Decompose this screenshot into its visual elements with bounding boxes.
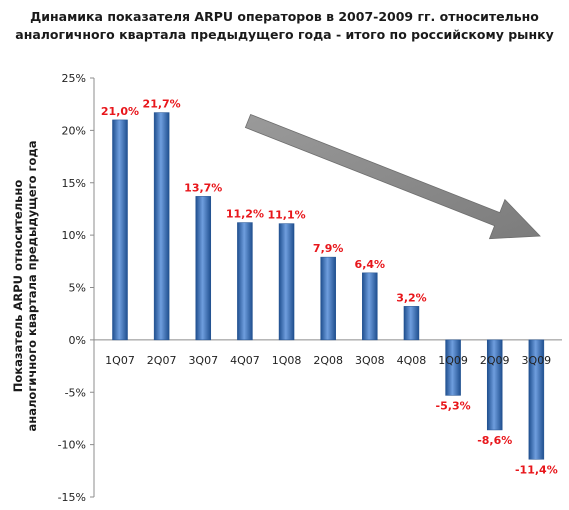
y-tick-label: 25% (62, 72, 86, 85)
y-tick-label: -5% (65, 386, 86, 399)
bar-4Q08 (403, 306, 420, 341)
y-ticks: 25% 20% 15% 10% 5% 0% -5% -10% -15% (58, 72, 94, 504)
category-label: 1Q08 (272, 354, 302, 367)
y-tick-label: 0% (69, 334, 86, 347)
data-label: 11,1% (267, 209, 305, 222)
trend-arrow-shape (244, 113, 541, 240)
bars (112, 112, 545, 460)
chart-title-line1: Динамика показателя ARPU операторов в 20… (30, 9, 539, 24)
data-label: 3,2% (396, 291, 427, 304)
bar-1Q09 (445, 339, 461, 396)
category-label: 3Q07 (188, 354, 218, 367)
data-label: 21,0% (101, 105, 139, 118)
bar-3Q07 (195, 196, 212, 341)
chart-title-line2: аналогичного квартала предыдущего года -… (15, 27, 554, 42)
data-label: -11,4% (515, 463, 558, 476)
data-label: 7,9% (313, 242, 344, 255)
data-labels: 21,0% 21,7% 13,7% 11,2% 11,1% 7,9% 6,4% 3,2% -5,… (101, 98, 558, 477)
data-label: -8,6% (477, 434, 512, 447)
category-label: 2Q08 (313, 354, 343, 367)
category-labels: 1Q07 2Q07 3Q07 4Q07 1Q08 2Q08 3Q08 4Q08 1Q09 2Q09… (105, 354, 551, 367)
chart-title: Динамика показателя ARPU операторов в 20… (0, 8, 569, 44)
bar-3Q08 (362, 272, 378, 341)
bar-2Q09 (486, 339, 503, 431)
bar-1Q08 (278, 223, 295, 341)
category-label: 4Q08 (397, 354, 427, 367)
category-label: 2Q09 (480, 354, 510, 367)
y-tick-label: -15% (58, 491, 86, 504)
bar-1Q07 (112, 119, 128, 341)
data-label: 13,7% (184, 181, 222, 194)
bar-2Q07 (153, 112, 170, 341)
category-label: 3Q08 (355, 354, 385, 367)
bar-3Q09 (528, 339, 545, 460)
data-label: 6,4% (355, 258, 386, 271)
y-tick-label: 5% (69, 282, 86, 295)
category-label: 2Q07 (147, 354, 177, 367)
bar-2Q08 (320, 256, 336, 341)
category-label: 3Q09 (522, 354, 552, 367)
trend-arrow (244, 113, 541, 240)
y-tick-label: 20% (62, 124, 86, 137)
y-axis-label-line2: аналогичного квартала предыдущего года (25, 140, 39, 431)
y-tick-label: 10% (62, 229, 86, 242)
bar-4Q07 (237, 222, 253, 341)
category-label: 4Q07 (230, 354, 260, 367)
y-tick-label: 15% (62, 177, 86, 190)
data-label: 21,7% (143, 98, 181, 111)
data-label: -5,3% (436, 399, 471, 412)
data-label: 11,2% (226, 208, 264, 221)
category-label: 1Q09 (438, 354, 468, 367)
y-axis-label-line1: Показатель ARPU относительно (11, 180, 25, 393)
y-tick-label: -10% (58, 439, 86, 452)
category-label: 1Q07 (105, 354, 135, 367)
y-axis-label: Показатель ARPU относительно аналогичног… (11, 140, 39, 431)
